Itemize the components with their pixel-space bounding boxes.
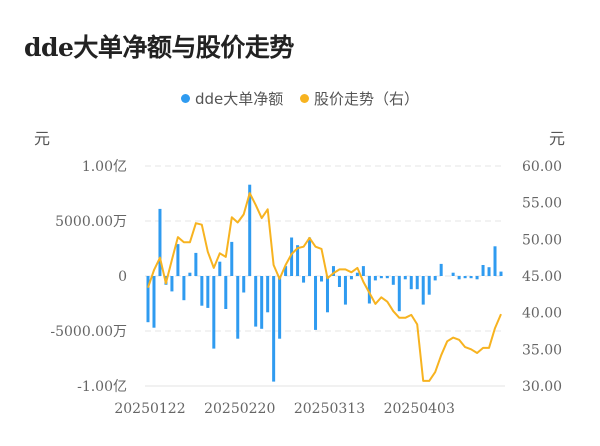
bar[interactable] xyxy=(242,276,246,293)
bar[interactable] xyxy=(331,266,335,276)
bar[interactable] xyxy=(248,184,252,276)
bar[interactable] xyxy=(230,241,234,276)
bar[interactable] xyxy=(188,272,192,276)
left-axis-tick: 5000.00万 xyxy=(55,214,127,230)
bar[interactable] xyxy=(176,244,180,276)
x-axis-tick: 20250313 xyxy=(294,401,365,417)
bar[interactable] xyxy=(493,246,497,276)
right-axis-tick: 35.00 xyxy=(522,342,562,358)
legend-label: dde大单净额 xyxy=(194,90,284,108)
legend-item-price[interactable]: 股价走势（右） xyxy=(300,88,419,109)
bar[interactable] xyxy=(314,276,318,330)
legend-label: 股价走势（右） xyxy=(314,90,420,108)
bar[interactable] xyxy=(146,276,150,323)
bar[interactable] xyxy=(409,276,413,290)
price-line[interactable] xyxy=(147,192,502,382)
bar[interactable] xyxy=(182,276,186,301)
bar[interactable] xyxy=(200,276,204,306)
right-axis-tick: 30.00 xyxy=(522,379,562,395)
bar[interactable] xyxy=(236,276,240,339)
right-axis-tick: 50.00 xyxy=(522,232,562,248)
bar[interactable] xyxy=(320,276,324,282)
bar[interactable] xyxy=(487,267,491,276)
bar[interactable] xyxy=(415,276,419,290)
bar[interactable] xyxy=(206,276,210,308)
bar[interactable] xyxy=(278,276,282,339)
bar[interactable] xyxy=(343,276,347,305)
x-axis-tick: 20250220 xyxy=(204,401,275,417)
bar[interactable] xyxy=(337,276,341,287)
bar[interactable] xyxy=(254,276,258,327)
left-axis-unit: 元 xyxy=(34,129,51,148)
bar[interactable] xyxy=(457,276,461,280)
bar[interactable] xyxy=(308,237,312,277)
bar[interactable] xyxy=(421,276,425,305)
bar[interactable] xyxy=(194,252,198,276)
bar[interactable] xyxy=(385,276,389,279)
bar[interactable] xyxy=(158,208,162,276)
bar[interactable] xyxy=(296,245,300,276)
legend-dot-icon xyxy=(300,94,310,103)
bar[interactable] xyxy=(260,276,264,329)
bar[interactable] xyxy=(290,237,294,277)
bar[interactable] xyxy=(367,276,371,304)
bar[interactable] xyxy=(397,276,401,312)
bar[interactable] xyxy=(325,276,329,313)
legend-dot-icon xyxy=(180,94,190,103)
bar[interactable] xyxy=(433,276,437,281)
bar[interactable] xyxy=(469,276,473,279)
chart-legend: dde大单净额 股价走势（右） xyxy=(0,88,600,109)
right-axis-tick: 60.00 xyxy=(522,159,562,175)
bar[interactable] xyxy=(349,276,353,280)
bar[interactable] xyxy=(224,276,228,309)
right-axis-unit: 元 xyxy=(549,129,566,148)
bar[interactable] xyxy=(218,261,222,276)
bar[interactable] xyxy=(272,276,276,382)
left-axis-tick: -5000.00万 xyxy=(50,324,127,340)
chart-title: dde大单净额与股价走势 xyxy=(24,33,294,62)
bar[interactable] xyxy=(475,276,479,280)
x-axis-tick: 20250403 xyxy=(384,401,455,417)
left-axis-tick: -1.00亿 xyxy=(77,379,127,395)
x-axis-tick: 20250122 xyxy=(114,401,185,417)
right-axis-tick: 55.00 xyxy=(522,196,562,212)
bar[interactable] xyxy=(373,276,377,281)
bar[interactable] xyxy=(481,265,485,276)
bar[interactable] xyxy=(463,276,467,279)
bar[interactable] xyxy=(451,272,455,276)
bar[interactable] xyxy=(212,276,216,349)
right-axis-tick: 40.00 xyxy=(522,306,562,322)
bar[interactable] xyxy=(391,276,395,285)
legend-item-dde[interactable]: dde大单净额 xyxy=(180,88,284,109)
left-axis-tick: 1.00亿 xyxy=(82,159,127,175)
bar[interactable] xyxy=(170,276,174,292)
bar[interactable] xyxy=(355,272,359,276)
bar[interactable] xyxy=(266,276,270,313)
bar[interactable] xyxy=(499,271,503,276)
bar[interactable] xyxy=(403,276,407,280)
bar[interactable] xyxy=(361,266,365,276)
bar[interactable] xyxy=(302,276,306,283)
bar[interactable] xyxy=(427,276,431,295)
bar[interactable] xyxy=(439,263,443,276)
bar[interactable] xyxy=(379,276,383,279)
bar[interactable] xyxy=(284,266,288,276)
bar[interactable] xyxy=(152,276,156,328)
left-axis-tick: 0 xyxy=(118,269,127,285)
right-axis-tick: 45.00 xyxy=(522,269,562,285)
